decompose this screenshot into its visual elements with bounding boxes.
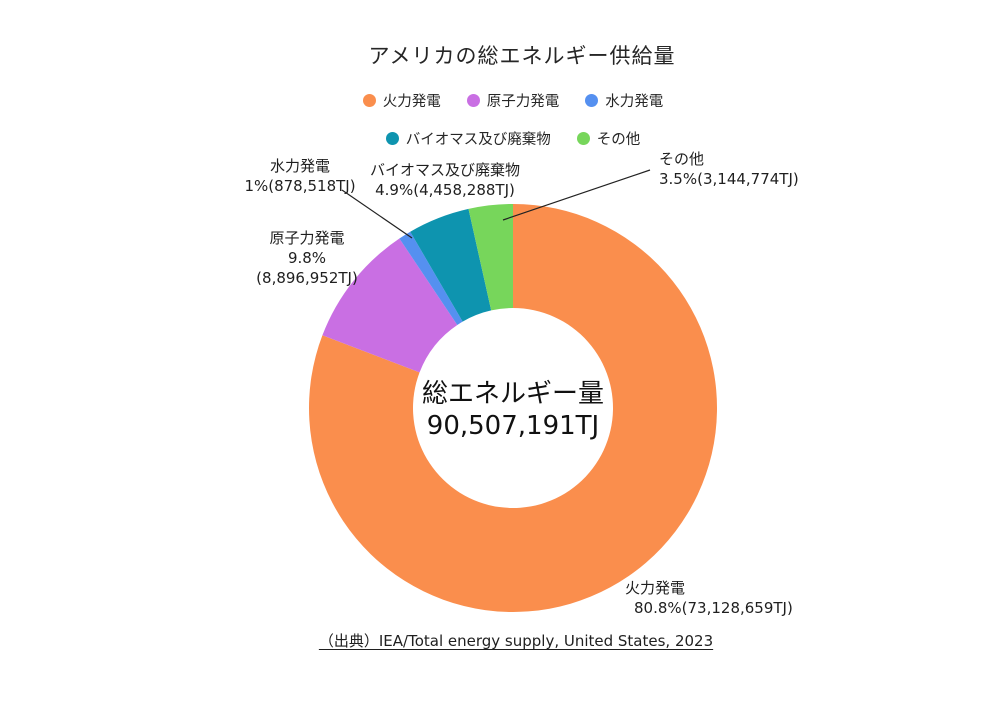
hydro-name: 水力発電 <box>269 157 330 175</box>
donut-slice-1 <box>322 238 458 373</box>
legend-item-nuclear: 原子力発電 <box>466 90 560 111</box>
nuclear-swatch-icon <box>466 94 480 107</box>
nuclear-value: (8,896,952TJ) <box>256 269 358 287</box>
thermal-swatch-icon <box>362 94 376 107</box>
legend-item-thermal: 火力発電 <box>362 90 441 111</box>
other-value: 3.5%(3,144,774TJ) <box>659 170 799 188</box>
leader-line-hydro <box>341 189 413 239</box>
legend-label-biomass: バイオマス及び廃棄物 <box>405 132 551 148</box>
source-citation-link[interactable]: （出典）IEA/Total energy supply, United Stat… <box>318 632 714 650</box>
slice-label-hydro: 水力発電 1%(878,518TJ) <box>244 156 355 196</box>
total-value: 90,507,191TJ <box>426 411 600 441</box>
biomass-swatch-icon <box>385 132 399 145</box>
biomass-name: バイオマス及び廃棄物 <box>369 161 521 179</box>
legend-label-nuclear: 原子力発電 <box>486 94 560 110</box>
legend-item-biomass: バイオマス及び廃棄物 <box>385 128 551 149</box>
legend-label-hydro: 水力発電 <box>605 94 664 110</box>
total-label: 総エネルギー量 <box>421 379 605 409</box>
hydro-value: 1%(878,518TJ) <box>244 177 356 195</box>
donut-center-label: 総エネルギー量 90,507,191TJ <box>422 378 604 442</box>
donut-slice-3 <box>410 208 492 322</box>
slice-label-other: その他 3.5%(3,144,774TJ) <box>659 149 799 189</box>
thermal-value: 80.8%(73,128,659TJ) <box>634 599 793 617</box>
hydro-swatch-icon <box>585 94 599 107</box>
biomass-value: 4.9%(4,458,288TJ) <box>375 181 515 199</box>
donut-slice-4 <box>468 204 513 311</box>
slice-label-thermal: 火力発電 80.8%(73,128,659TJ) <box>625 578 793 618</box>
thermal-name: 火力発電 <box>625 579 686 597</box>
slice-label-nuclear: 原子力発電 9.8% (8,896,952TJ) <box>256 228 358 288</box>
nuclear-percent: 9.8% <box>287 249 327 267</box>
legend-label-other: その他 <box>596 132 641 148</box>
other-swatch-icon <box>576 132 590 145</box>
leader-line-other <box>502 169 651 221</box>
other-name: その他 <box>659 150 705 168</box>
legend-label-thermal: 火力発電 <box>382 94 441 110</box>
legend-item-hydro: 水力発電 <box>585 90 663 111</box>
donut-slice-2 <box>399 231 463 325</box>
legend-item-other: その他 <box>576 128 641 149</box>
legend-row-2: バイオマス及び廃棄物 その他 <box>13 128 1000 149</box>
legend-row-1: 火力発電 原子力発電 水力発電 <box>13 90 1000 111</box>
nuclear-name: 原子力発電 <box>269 229 345 247</box>
slice-label-biomass: バイオマス及び廃棄物 4.9%(4,458,288TJ) <box>370 160 520 200</box>
chart-title: アメリカの総エネルギー供給量 <box>368 44 676 68</box>
donut-slice-0 <box>309 204 718 612</box>
